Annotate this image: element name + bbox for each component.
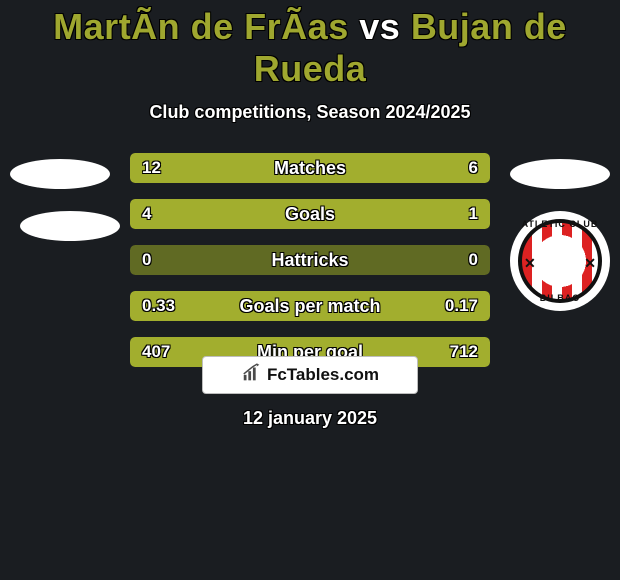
chart-icon <box>241 362 263 389</box>
player1-name: MartÃ­n de FrÃ­as <box>53 6 349 47</box>
stat-left-value: 0.33 <box>142 291 175 321</box>
date-text: 12 january 2025 <box>0 408 620 429</box>
crest-x-right: ✕ <box>584 255 596 272</box>
page-title: MartÃ­n de FrÃ­as vs Bujan de Rueda <box>0 0 620 90</box>
stat-left-value: 12 <box>142 153 161 183</box>
brand-prefix: Fc <box>267 365 287 384</box>
stat-label: Hattricks <box>130 245 490 275</box>
stat-row: Goals4 1 <box>130 199 490 229</box>
source-card: FcTables.com <box>202 356 418 394</box>
crest-top-text: ATLETIC CLUB <box>510 219 610 229</box>
stat-left-value: 407 <box>142 337 170 367</box>
stat-left-value: 0 <box>142 245 151 275</box>
player1-badge-2 <box>20 211 120 241</box>
stat-right-value: 712 <box>450 337 478 367</box>
crest-bottom-text: BILBAO <box>510 293 610 303</box>
stat-row: Hattricks0 0 <box>130 245 490 275</box>
brand-rest: Tables.com <box>287 365 379 384</box>
subtitle: Club competitions, Season 2024/2025 <box>0 102 620 123</box>
comparison-infographic: MartÃ­n de FrÃ­as vs Bujan de Rueda Club… <box>0 0 620 580</box>
stat-label: Goals per match <box>130 291 490 321</box>
stat-row: Matches12 6 <box>130 153 490 183</box>
club-crest: ATLETIC CLUB BILBAO ✕ ✕ <box>510 211 610 311</box>
player2-badge-1 <box>510 159 610 189</box>
stat-row: Goals per match0.33 0.17 <box>130 291 490 321</box>
stat-right-value: 1 <box>469 199 478 229</box>
stat-right-value: 6 <box>469 153 478 183</box>
stat-right-value: 0 <box>469 245 478 275</box>
source-brand: FcTables.com <box>267 365 379 385</box>
player1-badge-1 <box>10 159 110 189</box>
stat-right-value: 0.17 <box>445 291 478 321</box>
stat-label: Matches <box>130 153 490 183</box>
stat-left-value: 4 <box>142 199 151 229</box>
vs-text: vs <box>359 6 400 47</box>
stat-bars: Matches12 6 Goals4 1 Hattricks0 0 Goals per ma… <box>130 153 490 383</box>
stat-label: Goals <box>130 199 490 229</box>
crest-x-left: ✕ <box>524 255 536 272</box>
